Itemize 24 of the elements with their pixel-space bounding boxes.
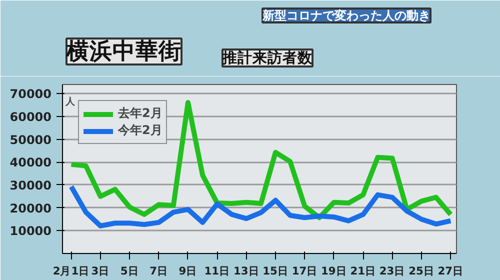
x-tick-label: 11日 (204, 264, 230, 278)
y-tick-label: 20000 (10, 201, 52, 216)
x-tick-label: 5日 (120, 264, 139, 278)
x-tick-label: 25日 (408, 264, 434, 278)
x-tick-label: 15日 (262, 264, 288, 278)
y-tick-label: 60000 (10, 110, 52, 124)
x-tick-label: 21日 (350, 264, 376, 278)
y-tick-label: 50000 (10, 132, 52, 147)
x-tick-label: 19日 (321, 264, 347, 278)
y-tick-label: 10000 (10, 224, 52, 238)
x-tick-label: 13日 (233, 264, 260, 278)
legend-label: 今年2月 (118, 122, 162, 139)
x-tick-label: 17日 (292, 264, 318, 278)
y-tick-label: 70000 (10, 87, 52, 102)
y-tick-label: 30000 (10, 178, 52, 192)
x-tick-label: 7日 (150, 264, 168, 278)
x-tick-label: 23日 (379, 264, 406, 278)
legend-label: 去年2月 (118, 105, 162, 122)
y-axis-title: 人 (64, 96, 76, 108)
x-tick-label: 2月1日 (52, 264, 90, 278)
x-tick-label: 27日 (438, 264, 464, 278)
x-tick-label: 3日 (91, 264, 110, 278)
y-tick-label: 40000 (10, 156, 52, 170)
x-tick-label: 9日 (178, 264, 198, 278)
